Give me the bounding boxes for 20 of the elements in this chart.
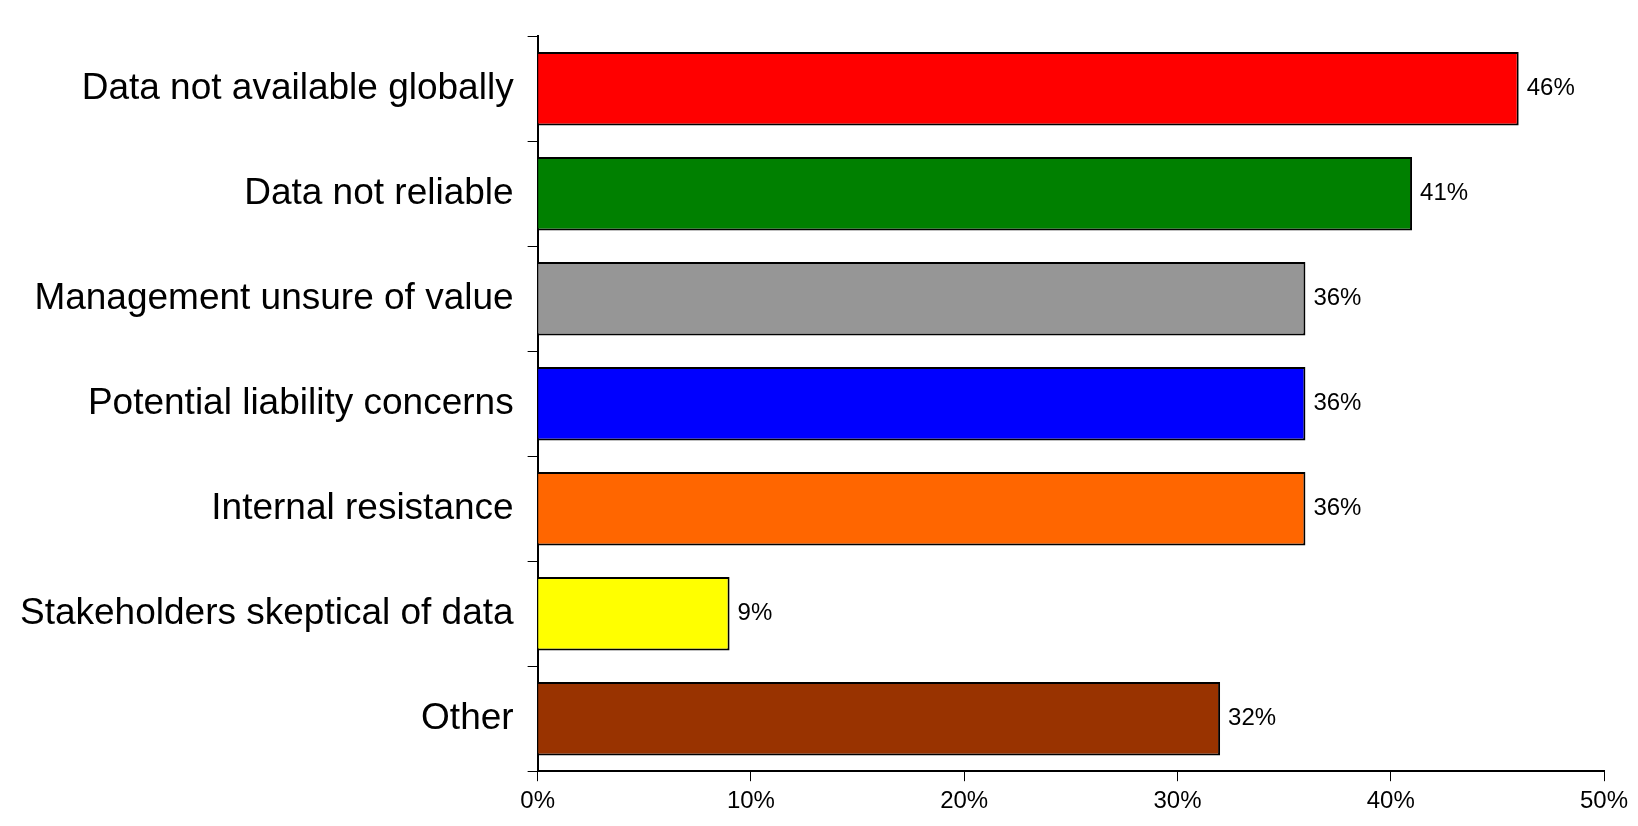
- x-tick-label: 20%: [940, 786, 989, 814]
- data-label: 36%: [1313, 493, 1362, 521]
- data-label: 36%: [1313, 388, 1362, 416]
- data-label: 36%: [1313, 283, 1362, 311]
- x-tick-label: 40%: [1366, 786, 1415, 814]
- x-tick-label: 50%: [1579, 786, 1629, 814]
- y-tick-label: Potential liability concerns: [87, 380, 514, 422]
- x-tick-label: 0%: [520, 786, 555, 814]
- y-tick-label: Data not reliable: [244, 170, 514, 212]
- y-tick-label: Stakeholders skeptical of data: [19, 590, 515, 632]
- y-tick-label: Other: [421, 695, 514, 737]
- data-label: 46%: [1526, 73, 1575, 101]
- x-tick-label: 30%: [1153, 786, 1202, 814]
- x-tick-label: 10%: [726, 786, 775, 814]
- data-label: 41%: [1420, 178, 1469, 206]
- data-label: 32%: [1228, 703, 1277, 731]
- y-tick-label: Data not available globally: [81, 65, 515, 107]
- y-tick-label: Internal resistance: [211, 485, 514, 527]
- data-label: 9%: [737, 598, 773, 626]
- y-tick-label: Management unsure of value: [34, 275, 514, 317]
